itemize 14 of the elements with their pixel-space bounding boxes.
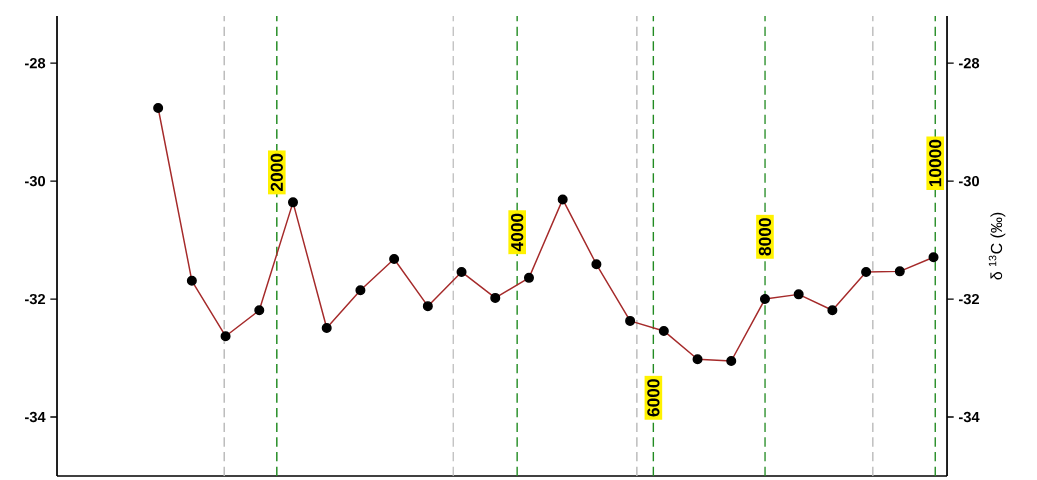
y2-tick-label: -30 [958, 175, 979, 187]
annotation: 2000 [270, 153, 283, 192]
annotation: 8000 [758, 218, 772, 256]
y2-axis-title: δ $^{13}$C (‰) [988, 212, 1006, 280]
annotation: 10000 [929, 139, 942, 187]
y-tick-label: -32 [25, 293, 46, 305]
y-tick-label: -34 [25, 411, 46, 423]
annotation: 4000 [511, 213, 524, 252]
y2-tick-label: -34 [958, 411, 980, 423]
y-tick-label: -28 [25, 58, 46, 69]
annotation: 6000 [647, 379, 660, 417]
y2-tick-label: -32 [958, 293, 980, 305]
y-tick-label: -30 [25, 175, 46, 187]
y2-tick-label: -28 [958, 58, 980, 69]
